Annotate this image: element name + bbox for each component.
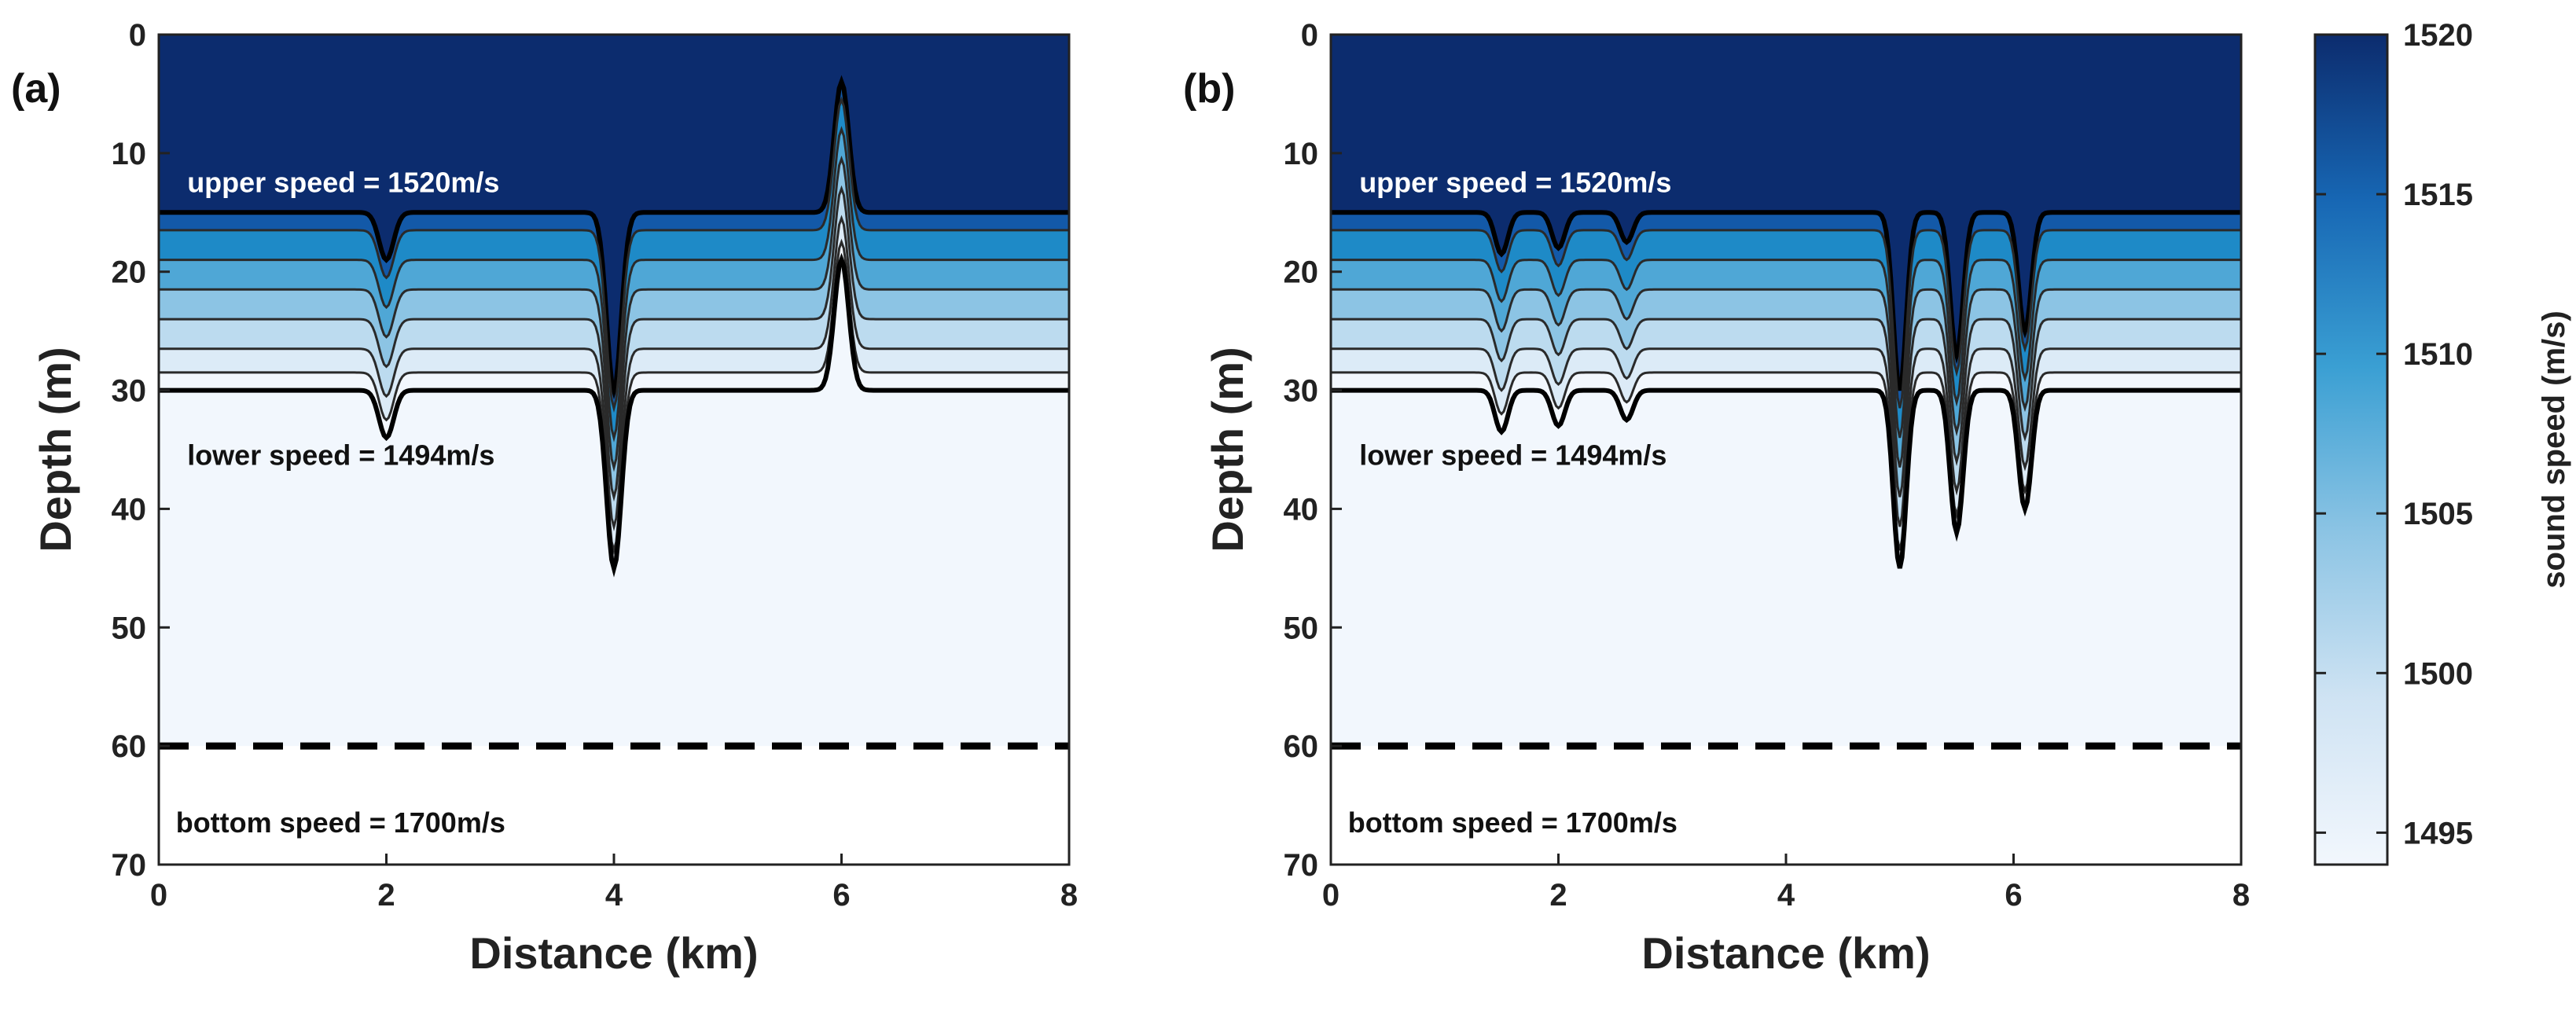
plot-area-b — [1331, 35, 2241, 865]
thermocline-boundary-line — [159, 252, 1069, 578]
isovelocity-contour — [159, 185, 1069, 502]
colorbar-tick-label: 1520 — [2403, 18, 2473, 53]
panel-label-b: (b) — [1183, 66, 1235, 112]
contours-b — [1331, 210, 2241, 750]
x-tick-label: 2 — [377, 878, 395, 913]
y-tick-label: 30 — [112, 374, 147, 409]
isovelocity-contour — [159, 96, 1069, 413]
upper-speed-annotation: upper speed = 1520m/s — [187, 167, 499, 199]
lower-speed-annotation: lower speed = 1494m/s — [1359, 439, 1666, 472]
y-tick-label: 40 — [112, 492, 147, 527]
upper-speed-annotation: upper speed = 1520m/s — [1359, 167, 1671, 199]
colorbar: 1495 1500 1505 1510 1515 1520 sound speed (m/… — [2313, 18, 2571, 866]
y-tick-label: 70 — [112, 848, 147, 883]
y-tick-label: 70 — [1284, 848, 1319, 883]
y-tick-label: 60 — [112, 729, 147, 764]
y-tick-label: 40 — [1284, 492, 1319, 527]
x-tick-label: 6 — [2005, 878, 2022, 913]
y-tick-label: 60 — [1284, 729, 1319, 764]
annotations-a: upper speed = 1520m/s lower speed = 1494… — [176, 167, 505, 839]
axes-a: 0 2 4 6 8 0 10 20 30 40 50 60 70 — [112, 18, 1079, 913]
x-axis-label-b: Distance (km) — [1641, 928, 1930, 978]
colorbar-tick-label: 1505 — [2403, 497, 2473, 531]
y-tick-label: 20 — [112, 255, 147, 290]
x-tick-label: 8 — [1060, 878, 1078, 913]
bottom-speed-annotation: bottom speed = 1700m/s — [1348, 806, 1678, 839]
colorbar-tick-label: 1495 — [2403, 816, 2473, 850]
panel-a: (a) upper speed = 1520m/s lower speed = … — [11, 18, 1078, 978]
colorbar-tick-label: 1515 — [2403, 178, 2473, 212]
plot-area-a — [159, 35, 1069, 865]
x-tick-label: 4 — [1777, 878, 1795, 913]
axes-b: 0 2 4 6 8 0 10 20 30 40 50 60 70 — [1284, 18, 2251, 913]
isovelocity-contour — [1331, 371, 2241, 551]
y-tick-label: 10 — [112, 137, 147, 171]
y-tick-label: 50 — [1284, 611, 1319, 645]
x-tick-label: 4 — [605, 878, 623, 913]
x-tick-label: 2 — [1549, 878, 1567, 913]
annotations-b: upper speed = 1520m/s lower speed = 1494… — [1348, 167, 1678, 839]
x-axis-label-a: Distance (km) — [469, 928, 758, 978]
y-tick-label: 20 — [1284, 255, 1319, 290]
isovelocity-contour — [159, 215, 1069, 531]
isovelocity-contour — [1331, 259, 2241, 439]
y-axis-label-b: Depth (m) — [1203, 347, 1252, 552]
bottom-speed-annotation: bottom speed = 1700m/s — [176, 806, 505, 839]
isovelocity-contour — [159, 126, 1069, 443]
colorbar-ticks: 1495 1500 1505 1510 1515 1520 — [2315, 18, 2473, 850]
isovelocity-contour — [1331, 347, 2241, 527]
isovelocity-contour — [159, 238, 1069, 556]
colorbar-gradient — [2313, 33, 2389, 866]
isovelocity-contour — [1331, 229, 2241, 409]
x-tick-label: 0 — [1322, 878, 1339, 913]
y-tick-label: 30 — [1284, 374, 1319, 409]
isovelocity-contour — [1331, 318, 2241, 498]
lower-speed-annotation: lower speed = 1494m/s — [187, 439, 494, 472]
isovelocity-contour — [159, 155, 1069, 472]
panel-b: (b) upper speed = 1520m/s lower speed = … — [1183, 18, 2250, 978]
y-axis-label-a: Depth (m) — [31, 347, 80, 552]
colorbar-tick-label: 1500 — [2403, 656, 2473, 691]
y-tick-label: 0 — [129, 18, 146, 53]
isovelocity-contour — [1331, 288, 2241, 468]
upper-water-region — [159, 35, 1069, 391]
colorbar-tick-label: 1510 — [2403, 337, 2473, 372]
x-tick-label: 0 — [150, 878, 167, 913]
seabed-region — [159, 746, 1069, 865]
y-tick-label: 10 — [1284, 137, 1319, 171]
y-tick-label: 0 — [1301, 18, 1318, 53]
x-tick-label: 8 — [2232, 878, 2250, 913]
thermocline-boundary-line — [1331, 387, 2241, 569]
y-tick-label: 50 — [112, 611, 147, 645]
x-tick-label: 6 — [832, 878, 850, 913]
panel-label-a: (a) — [11, 66, 61, 112]
thermocline-boundary-line — [1331, 210, 2241, 391]
contours-a — [159, 75, 1069, 750]
seabed-region — [1331, 746, 2241, 865]
thermocline-boundary-line — [159, 75, 1069, 400]
colorbar-label: sound speed (m/s) — [2537, 310, 2571, 588]
